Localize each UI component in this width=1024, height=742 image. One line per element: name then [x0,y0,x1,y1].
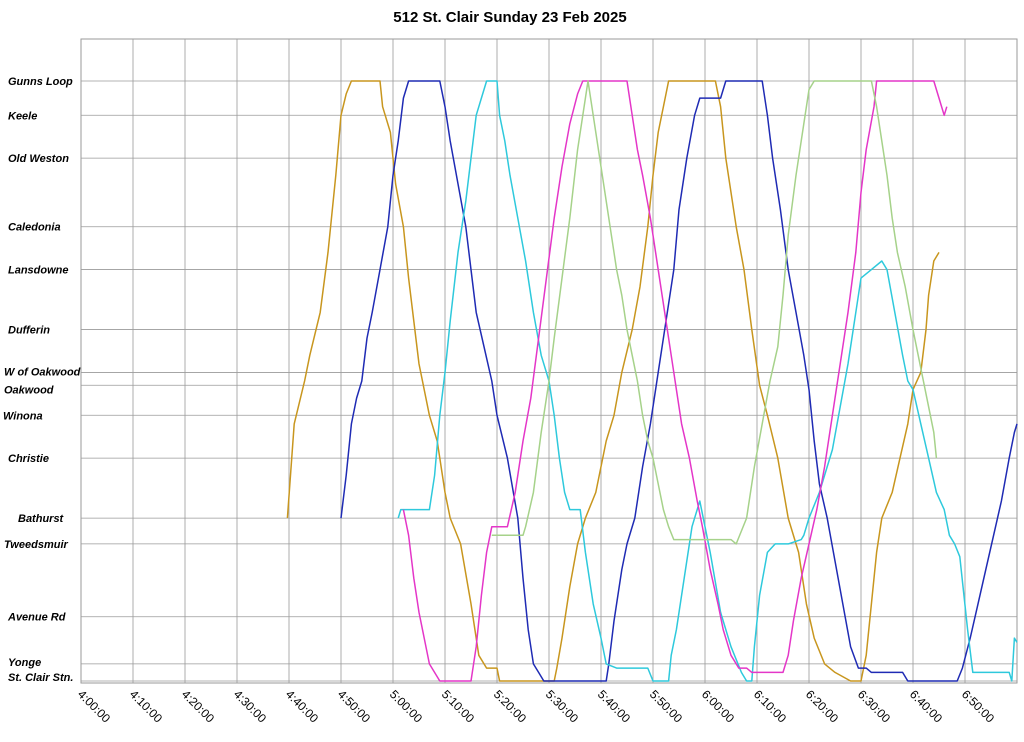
stop-label: Old Weston [8,153,69,165]
vehicle-trips [286,80,1018,682]
vertical-gridlines [132,39,966,683]
trip-line-3 [397,80,1018,682]
stop-label: Dufferin [8,325,50,337]
time-tick-labels: 4:00:00 4:10:00 4:20:00 4:30:00 4:40:00 4:50:… [75,687,997,725]
stop-label: W of Oakwood [4,366,81,378]
trip-line-5 [491,80,938,545]
x-tick-label: 5:40:00 [595,687,633,725]
stop-label: Tweedsmuir [4,539,68,551]
stop-label: Bathurst [18,513,65,525]
stop-label: Oakwood [4,384,54,396]
stop-label: Lansdowne [8,265,69,277]
x-tick-label: 4:10:00 [127,687,165,725]
x-tick-label: 6:50:00 [959,687,997,725]
stop-label: Winona [3,410,43,422]
stop-label: Caledonia [8,222,61,234]
x-tick-label: 4:50:00 [335,687,373,725]
x-tick-label: 5:00:00 [387,687,425,725]
x-tick-label: 5:20:00 [491,687,529,725]
x-tick-label: 6:40:00 [907,687,945,725]
stop-label: Yonge [8,657,41,669]
stop-labels: Gunns Loop Keele Old Weston Caledonia Lansdo… [3,76,81,684]
trip-line-2 [340,80,1018,682]
stop-label: Avenue Rd [7,612,66,624]
x-tick-label: 5:10:00 [439,687,477,725]
x-tick-label: 4:20:00 [179,687,217,725]
x-tick-label: 5:30:00 [543,687,581,725]
x-tick-label: 6:20:00 [803,687,841,725]
x-tick-label: 6:00:00 [699,687,737,725]
x-tick-label: 4:30:00 [231,687,269,725]
trip-line-1 [286,80,940,682]
x-tick-label: 5:50:00 [647,687,685,725]
x-tick-label: 6:30:00 [855,687,893,725]
stop-label: Christie [8,453,49,465]
chart-title: 512 St. Clair Sunday 23 Feb 2025 [393,9,626,26]
plot-frame [80,38,1018,684]
stop-label: Gunns Loop [8,76,73,88]
x-tick-label: 6:10:00 [751,687,789,725]
trip-line-4 [402,80,948,682]
x-tick-label: 4:00:00 [75,687,113,725]
stop-label: St. Clair Stn. [8,672,73,684]
stop-label: Keele [8,110,37,122]
x-tick-label: 4:40:00 [283,687,321,725]
